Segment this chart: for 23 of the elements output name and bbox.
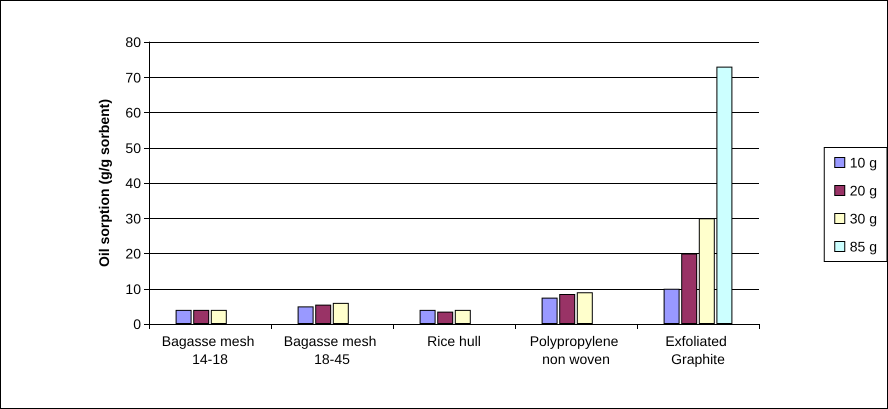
x-tick-label: Bagasse mesh 18-45 — [284, 333, 380, 367]
x-tick-label: Polypropylene non woven — [530, 333, 622, 367]
legend-label: 10 g — [850, 154, 877, 170]
legend-label: 85 g — [850, 238, 877, 254]
x-tick-label: Exfoliated Graphite — [665, 333, 731, 367]
bar — [454, 310, 471, 324]
y-tick-label: 50 — [125, 140, 142, 156]
legend-label: 30 g — [850, 210, 877, 226]
bar — [576, 292, 593, 324]
y-tick-label: 60 — [125, 104, 142, 120]
y-tick-label: 10 — [125, 280, 142, 297]
bar — [332, 302, 349, 324]
y-tick-label: 30 — [125, 210, 142, 226]
legend-label: 20 g — [850, 182, 877, 198]
x-tick-label: Rice hull — [427, 333, 481, 349]
y-tick-label: 80 — [125, 34, 142, 50]
y-tick-label: 40 — [125, 175, 142, 191]
y-tick-label: 20 — [125, 246, 142, 262]
bar — [210, 310, 227, 324]
y-axis-title: Oil sorption (g/g sorbent) — [96, 99, 112, 267]
y-tick-label: 70 — [125, 69, 142, 86]
x-tick-label: Bagasse mesh 14-18 — [162, 333, 258, 367]
y-tick-label: 0 — [133, 316, 142, 332]
